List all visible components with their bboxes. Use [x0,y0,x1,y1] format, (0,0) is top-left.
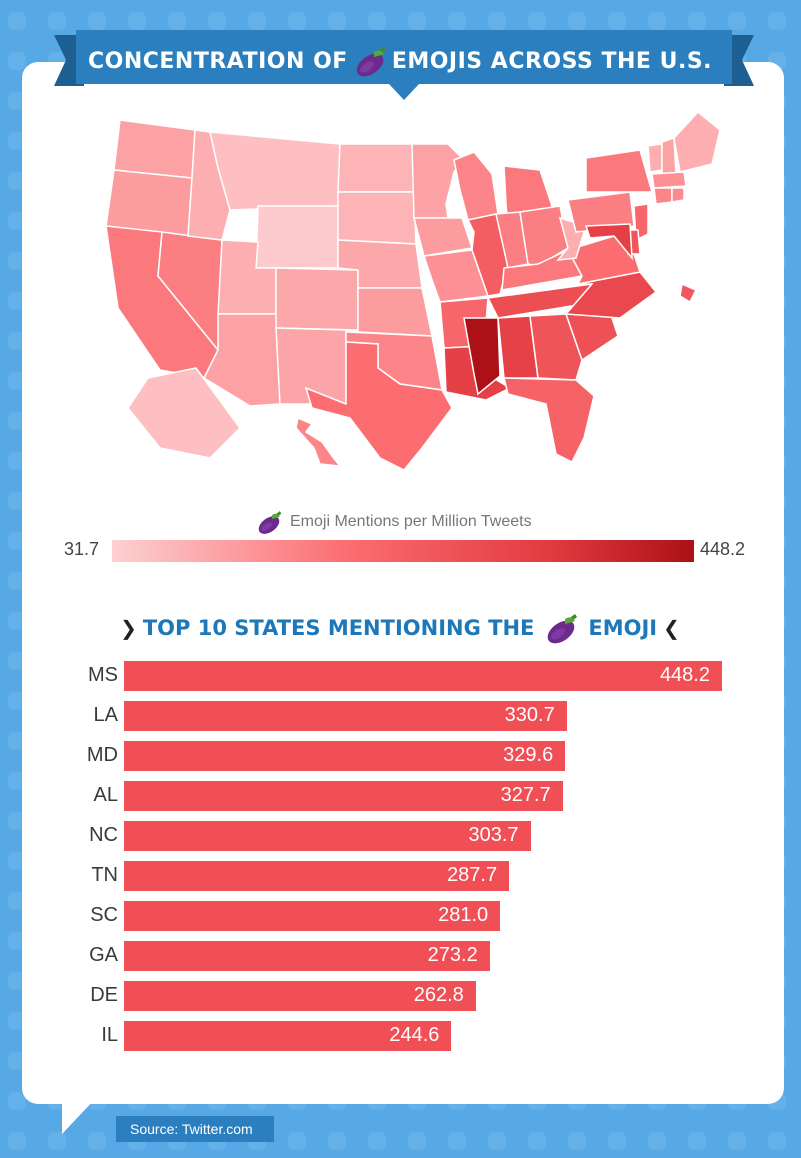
map-state-pa [567,191,635,233]
bar-category-label: LA [93,704,118,726]
map-state-ri [671,187,685,203]
map-state-or [105,169,193,237]
bar-category-label: MS [88,664,118,686]
legend-max-value: 448.2 [700,539,746,559]
bar-la [124,701,567,731]
bar-category-label: IL [101,1024,118,1046]
eggplant-emoji-icon [252,506,286,538]
map-state-fl [503,377,595,464]
bar-md [124,741,566,771]
bar-nc [124,821,531,851]
bar-value-label: 303.7 [468,824,519,846]
eggplant-emoji-icon [538,611,584,645]
map-state-me [673,110,721,173]
bar-sc [124,901,501,931]
bar-ga [124,941,490,971]
map-state-sd [337,191,417,245]
bar-value-label: 330.7 [504,704,555,726]
bar-ms [124,661,722,691]
bar-value-label: 287.7 [447,864,498,886]
title-text-part2: EMOJIS ACROSS THE U.S. [391,48,713,74]
top10-heading-part2: EMOJI [588,616,658,640]
map-state-ak [127,367,241,459]
chevron-left-icon: ❮ [663,616,680,640]
bar-category-label: DE [90,984,118,1006]
bar-value-label: 273.2 [427,944,478,966]
card-tail [62,1098,96,1134]
map-state-md [584,223,633,261]
map-state-ga [529,313,583,381]
map-state-nh [661,136,677,175]
bar-category-label: AL [93,784,118,806]
map-state-wi [453,151,499,221]
map-state-mt [209,131,341,211]
bar-il [124,1021,452,1051]
map-state-hi [295,416,342,467]
bar-al [124,781,563,811]
map-state-nd [337,143,415,193]
bar-tn [124,861,510,891]
title-ribbon [54,30,754,100]
bar-value-label: 327.7 [500,784,551,806]
map-state-ks [357,287,433,337]
map-state-ny [585,149,653,193]
bar-category-label: SC [90,904,118,926]
source-badge: Source: Twitter.com [116,1116,274,1142]
map-state-wa [113,119,196,179]
title-text-part1: CONCENTRATION OF [88,48,348,74]
legend-title: Emoji Mentions per Million Tweets [252,506,532,538]
map-state-ia [413,217,473,257]
page-title: CONCENTRATION OF EMOJIS ACROSS THE U.S. [88,44,744,78]
top10-bar-chart: MS 448.2 LA 330.7 MD 329.6 AL 327.7 NC 303.7 TN 287… [60,658,760,1058]
legend-label: Emoji Mentions per Million Tweets [290,513,532,530]
map-state-tx [304,341,453,471]
map-state-wy [255,205,339,269]
map-state-ct [653,187,673,205]
legend-min-value: 31.7 [64,539,100,559]
map-state-co [275,267,359,331]
bar-category-label: GA [89,944,118,966]
legend-color-scale [112,540,694,562]
map-state-mo [422,249,490,303]
map-state-ma [651,171,687,189]
bar-category-label: NC [89,824,118,846]
bar-category-label: MD [86,744,118,766]
map-state-dc [679,282,698,304]
top10-heading-part1: TOP 10 STATES MENTIONING THE [142,616,535,640]
bar-de [124,981,476,1011]
bar-value-label: 329.6 [503,744,554,766]
eggplant-emoji-icon [348,44,392,78]
us-choropleth-map [105,110,721,471]
map-state-mn [411,143,466,219]
map-state-vt [647,143,663,173]
chevron-right-icon: ❯ [120,616,137,640]
bar-value-label: 244.6 [389,1024,440,1046]
bar-category-label: TN [91,864,118,886]
bar-value-label: 262.8 [413,984,464,1006]
bar-value-label: 281.0 [438,904,489,926]
bar-value-label: 448.2 [659,664,710,686]
map-state-ms [463,317,501,396]
top10-heading: ❯ TOP 10 STATES MENTIONING THE EMOJI ❮ [100,610,700,646]
